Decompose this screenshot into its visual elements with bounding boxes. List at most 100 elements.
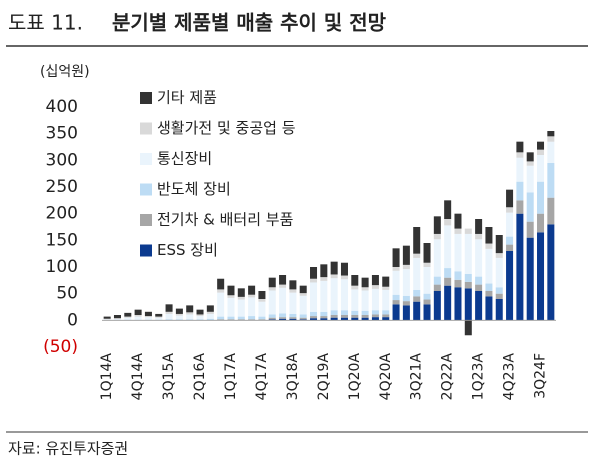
bar-segment — [485, 248, 493, 284]
x-tick-label: 2Q22A — [440, 353, 456, 401]
bar-segment — [423, 262, 431, 267]
bar-segment — [382, 310, 390, 315]
bar-segment — [289, 318, 297, 321]
x-tick-label: 3Q15A — [161, 353, 177, 401]
bar-segment — [113, 318, 121, 319]
figure-label: 도표 11. — [8, 11, 83, 35]
bar-segment — [537, 213, 545, 233]
bar-segment — [196, 314, 204, 317]
bar-segment — [268, 290, 276, 315]
bar-segment — [165, 304, 173, 312]
bar-segment — [289, 313, 297, 318]
y-tick-label: 100 — [46, 257, 78, 277]
bar-segment — [279, 318, 287, 321]
chart-title: 분기별 제품별 매출 추이 및 전망 — [112, 11, 387, 35]
bar-segment — [248, 297, 256, 317]
legend-swatch — [140, 183, 152, 196]
bar-segment — [371, 317, 379, 321]
bar-segment — [289, 317, 297, 319]
bar-segment — [537, 149, 545, 155]
bar-segment — [340, 279, 348, 311]
bar-segment — [547, 163, 555, 198]
bar-segment — [227, 297, 235, 317]
bar-segment — [320, 264, 328, 278]
bar-segment — [155, 313, 163, 317]
bar-segment — [485, 227, 493, 244]
bar-segment — [402, 245, 410, 265]
bar-segment — [310, 278, 318, 283]
bar-segment — [423, 293, 431, 300]
legend-swatch — [140, 122, 152, 135]
bar-segment — [537, 181, 545, 214]
y-tick-label: (50) — [43, 337, 78, 357]
bar-segment — [516, 152, 524, 158]
bar-segment — [113, 315, 121, 319]
bar-segment — [433, 284, 441, 291]
bar-segment — [464, 288, 472, 321]
bar-segment — [320, 311, 328, 317]
bar-segment — [413, 296, 421, 302]
bar-segment — [217, 278, 225, 290]
bar-segment — [485, 296, 493, 321]
bar-segment — [444, 219, 452, 226]
bar-segment — [444, 277, 452, 286]
bar-segment — [227, 316, 235, 320]
x-tick-label: 1Q23A — [471, 353, 487, 401]
x-tick-label: 4Q17A — [254, 353, 270, 401]
bar-segment — [444, 268, 452, 278]
bar-segment — [506, 236, 514, 245]
bar-segment — [371, 288, 379, 311]
bar-segment — [392, 294, 400, 301]
bar-segment — [299, 317, 307, 320]
bar-segment — [248, 294, 256, 298]
bar-segment — [392, 270, 400, 295]
y-tick-label: 50 — [56, 284, 78, 304]
bar-segment — [248, 319, 256, 321]
bar-segment — [320, 277, 328, 281]
x-tick-label: 2Q16A — [192, 353, 208, 401]
bar-segment — [144, 316, 152, 318]
legend-label: 생활가전 및 중공업 등 — [157, 119, 296, 137]
bar-segment — [413, 227, 421, 254]
bar-segment — [268, 314, 276, 318]
bar-segment — [320, 318, 328, 321]
y-tick-label: 150 — [46, 230, 78, 250]
bar-segment — [526, 192, 534, 222]
bar-segment — [217, 292, 225, 317]
bar-segment — [361, 310, 369, 315]
bar-segment — [227, 285, 235, 296]
bar-segment — [196, 319, 204, 321]
bar-segment — [454, 228, 462, 234]
bar-segment — [547, 136, 555, 142]
bar-segment — [464, 233, 472, 274]
bar-segment — [268, 319, 276, 321]
bar-segment — [289, 280, 297, 290]
bar-segment — [516, 213, 524, 321]
bar-segment — [413, 289, 421, 297]
bar-segment — [289, 289, 297, 293]
bar-segment — [124, 317, 132, 320]
bar-segment — [268, 317, 276, 320]
bar-segment — [258, 319, 266, 321]
bar-segment — [124, 316, 132, 318]
bar-segment — [206, 318, 214, 321]
legend-label: ESS 장비 — [157, 241, 218, 259]
bar-segment — [330, 310, 338, 315]
bar-segment — [464, 320, 472, 336]
bar-segment — [299, 295, 307, 315]
bar-segment — [413, 253, 421, 258]
bar-segment — [526, 152, 534, 162]
bar-segment — [516, 200, 524, 214]
bar-segment — [402, 301, 410, 306]
legend-swatch — [140, 92, 152, 104]
bar-segment — [526, 161, 534, 166]
bar-segment — [433, 216, 441, 234]
bar-segment — [113, 318, 121, 321]
bar-segment — [361, 315, 369, 318]
bar-segment — [454, 233, 462, 272]
bar-segment — [186, 312, 194, 315]
bar-segment — [413, 257, 421, 290]
bar-segment — [330, 261, 338, 275]
bar-segment — [382, 276, 390, 287]
legend-label: 전기차 & 배터리 부품 — [157, 211, 293, 229]
